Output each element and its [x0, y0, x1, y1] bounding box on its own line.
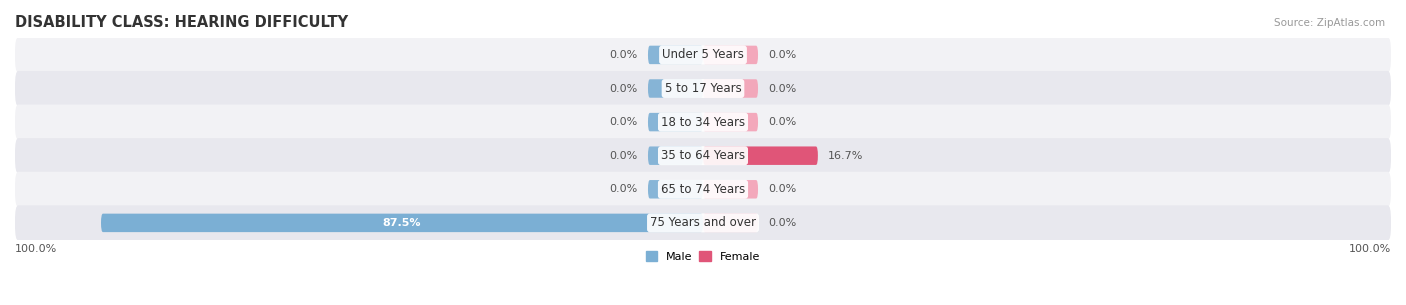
FancyBboxPatch shape: [648, 180, 703, 199]
Text: 100.0%: 100.0%: [1348, 244, 1391, 254]
Text: DISABILITY CLASS: HEARING DIFFICULTY: DISABILITY CLASS: HEARING DIFFICULTY: [15, 15, 349, 30]
Text: 0.0%: 0.0%: [768, 50, 797, 60]
FancyBboxPatch shape: [15, 172, 1391, 207]
FancyBboxPatch shape: [15, 105, 1391, 140]
Text: 16.7%: 16.7%: [828, 151, 863, 161]
Text: 35 to 64 Years: 35 to 64 Years: [661, 149, 745, 162]
Text: 100.0%: 100.0%: [15, 244, 58, 254]
FancyBboxPatch shape: [703, 180, 758, 199]
Text: Source: ZipAtlas.com: Source: ZipAtlas.com: [1274, 18, 1385, 28]
FancyBboxPatch shape: [703, 79, 758, 98]
FancyBboxPatch shape: [703, 214, 758, 232]
FancyBboxPatch shape: [648, 46, 703, 64]
FancyBboxPatch shape: [648, 146, 703, 165]
Text: 0.0%: 0.0%: [768, 117, 797, 127]
FancyBboxPatch shape: [15, 138, 1391, 173]
FancyBboxPatch shape: [648, 113, 703, 131]
FancyBboxPatch shape: [15, 205, 1391, 240]
Legend: Male, Female: Male, Female: [641, 247, 765, 266]
Text: 0.0%: 0.0%: [768, 184, 797, 194]
FancyBboxPatch shape: [703, 146, 818, 165]
Text: 0.0%: 0.0%: [768, 218, 797, 228]
FancyBboxPatch shape: [648, 79, 703, 98]
Text: 0.0%: 0.0%: [609, 151, 638, 161]
Text: 87.5%: 87.5%: [382, 218, 422, 228]
FancyBboxPatch shape: [101, 214, 703, 232]
Text: 0.0%: 0.0%: [768, 84, 797, 94]
Text: 0.0%: 0.0%: [609, 117, 638, 127]
Text: 75 Years and over: 75 Years and over: [650, 216, 756, 229]
FancyBboxPatch shape: [15, 71, 1391, 106]
Text: 0.0%: 0.0%: [609, 50, 638, 60]
FancyBboxPatch shape: [15, 37, 1391, 73]
FancyBboxPatch shape: [703, 113, 758, 131]
Text: Under 5 Years: Under 5 Years: [662, 48, 744, 61]
Text: 18 to 34 Years: 18 to 34 Years: [661, 116, 745, 129]
Text: 0.0%: 0.0%: [609, 184, 638, 194]
Text: 0.0%: 0.0%: [609, 84, 638, 94]
Text: 5 to 17 Years: 5 to 17 Years: [665, 82, 741, 95]
Text: 65 to 74 Years: 65 to 74 Years: [661, 183, 745, 196]
FancyBboxPatch shape: [703, 46, 758, 64]
